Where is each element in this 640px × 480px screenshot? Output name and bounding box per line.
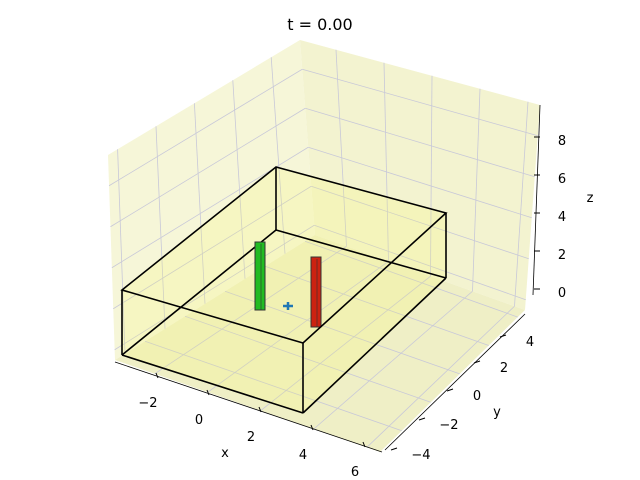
- grid-line: [194, 103, 206, 304]
- z-tick-label: 8: [558, 134, 566, 149]
- grid-line: [207, 260, 389, 393]
- x-tick-mark: [206, 389, 210, 396]
- y-tick-label: 0: [473, 389, 481, 404]
- grid-line: [144, 340, 402, 432]
- box-edge: [121, 229, 277, 356]
- x-tick-label: 0: [195, 413, 203, 428]
- floor-pane: [115, 235, 525, 452]
- x-tick-label: −2: [138, 396, 157, 411]
- grid-line: [430, 75, 433, 277]
- y-tick-mark: [446, 388, 454, 392]
- grid-line: [314, 224, 526, 301]
- box-edge: [121, 354, 304, 414]
- x-axis-line: [114, 361, 383, 453]
- y-tick-mark: [499, 334, 507, 338]
- x-tick-label: 2: [247, 430, 255, 445]
- grid-line: [302, 68, 538, 137]
- grid-line: [184, 315, 431, 403]
- grid-lines: [108, 49, 538, 448]
- chart-title: t = 0.00: [287, 15, 352, 34]
- grid-line: [313, 290, 473, 430]
- x-axis-label: x: [221, 446, 229, 461]
- y-axis-label: y: [493, 405, 501, 420]
- box-edge: [275, 229, 447, 279]
- y-tick-mark: [390, 447, 398, 451]
- y-tick-label: −4: [411, 448, 430, 463]
- bar-mark: [310, 256, 322, 328]
- point-mark: [283, 302, 293, 310]
- grid-line: [260, 275, 431, 411]
- grid-line: [305, 107, 535, 178]
- grid-line: [335, 49, 347, 247]
- grid-line: [108, 68, 303, 187]
- bar-mark: [254, 241, 266, 311]
- x-tick-label: 6: [351, 465, 359, 480]
- grid-line: [366, 305, 515, 448]
- x-tick-mark: [155, 372, 159, 379]
- grid-line: [232, 80, 246, 279]
- y-tick-mark: [473, 360, 481, 364]
- grid-line: [114, 224, 315, 351]
- grid-line: [308, 146, 532, 219]
- grid-line: [514, 101, 529, 307]
- x-tick-mark: [362, 441, 366, 448]
- y-tick-label: −2: [439, 418, 458, 433]
- z-tick-label: 2: [558, 248, 566, 263]
- grid-line: [472, 88, 481, 292]
- box-edge: [302, 277, 447, 414]
- grid-line: [113, 185, 312, 310]
- grid-line: [110, 107, 306, 228]
- z-tick-label: 6: [558, 172, 566, 187]
- x-tick-label: 4: [299, 448, 307, 463]
- x-tick-mark: [310, 424, 314, 431]
- grid-line: [304, 240, 518, 318]
- grid-line: [383, 62, 389, 262]
- grid-line: [264, 265, 489, 346]
- y-tick-mark: [418, 417, 426, 421]
- grid-line: [117, 149, 126, 354]
- z-tick-label: 4: [558, 210, 566, 225]
- box-edges-front: [120, 166, 448, 414]
- z-tick-label: 0: [558, 286, 566, 301]
- grid-line: [311, 185, 529, 260]
- grid-line: [155, 126, 166, 329]
- grid-line: [270, 57, 286, 254]
- box-fill: [122, 167, 446, 413]
- box-edges: [121, 167, 447, 356]
- y-tick-label: 2: [500, 361, 508, 376]
- y-tick-label: 4: [526, 335, 534, 350]
- z-axis-label: z: [587, 191, 594, 206]
- x-tick-mark: [258, 406, 262, 413]
